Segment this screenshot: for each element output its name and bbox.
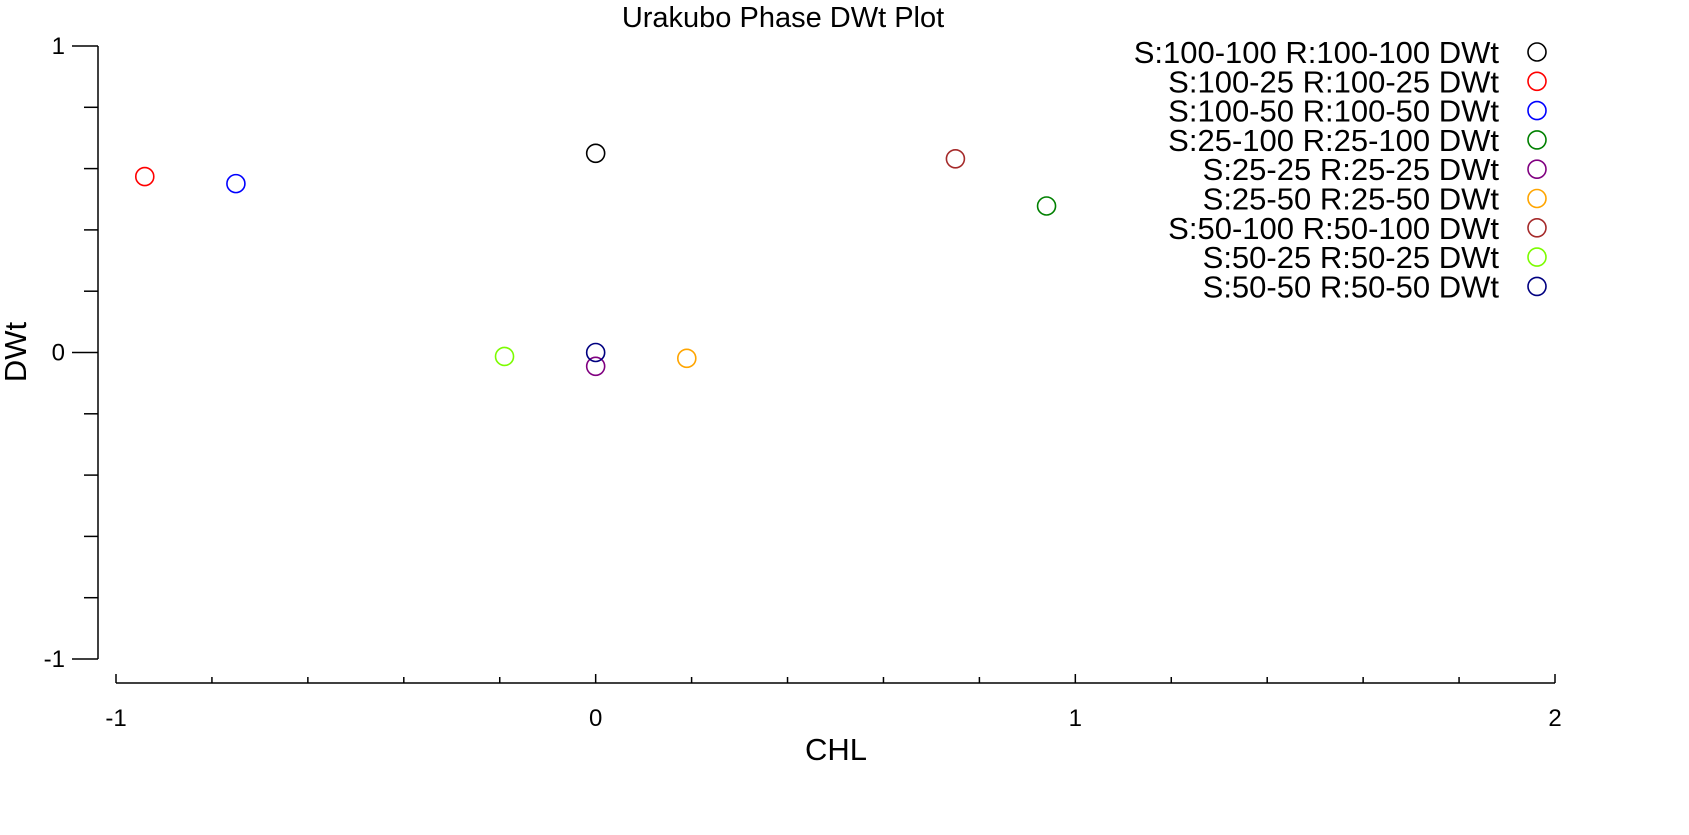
legend-marker xyxy=(1527,71,1547,92)
x-tick-label: 0 xyxy=(589,705,602,732)
data-points xyxy=(134,143,1057,377)
legend-marker xyxy=(1527,218,1547,238)
legend-marker xyxy=(1527,276,1547,297)
legend-label: S:50-100 R:50-100 DWt xyxy=(1168,211,1499,246)
data-point xyxy=(134,166,155,187)
data-point xyxy=(585,356,606,377)
legend-label: S:50-50 R:50-50 DWt xyxy=(1203,269,1500,304)
x-axis-label: CHL xyxy=(805,732,867,767)
y-tick-label: 0 xyxy=(52,340,65,367)
chart-title: Urakubo Phase DWt Plot xyxy=(622,2,944,34)
legend-marker xyxy=(1527,188,1547,209)
legend-label: S:100-25 R:100-25 DWt xyxy=(1168,64,1499,99)
data-point xyxy=(677,348,697,369)
x-tick-label: -1 xyxy=(105,705,126,732)
legend-marker xyxy=(1527,42,1547,62)
legend-label: S:25-100 R:25-100 DWt xyxy=(1168,123,1499,158)
data-point xyxy=(585,143,606,164)
legend-marker xyxy=(1527,159,1547,179)
x-tick-label: 2 xyxy=(1548,705,1561,732)
legend-marker xyxy=(1527,100,1547,121)
legend-marker xyxy=(1527,130,1547,150)
legend-label: S:100-100 R:100-100 DWt xyxy=(1134,35,1500,70)
data-point xyxy=(585,342,606,363)
legend-label: S:50-25 R:50-25 DWt xyxy=(1203,240,1500,275)
data-point xyxy=(945,148,966,169)
legend-label: S:25-50 R:25-50 DWt xyxy=(1203,182,1500,217)
y-tick-label: -1 xyxy=(44,646,65,673)
legend-marker xyxy=(1527,247,1547,267)
y-axis: 1 0 -1 xyxy=(44,33,99,673)
data-point xyxy=(494,346,515,367)
x-tick-label: 1 xyxy=(1069,705,1082,732)
x-axis: -1 0 1 2 xyxy=(105,674,1562,732)
data-point xyxy=(226,173,246,194)
y-tick-label: 1 xyxy=(52,33,65,60)
legend-label: S:25-25 R:25-25 DWt xyxy=(1203,152,1500,187)
data-point xyxy=(1036,196,1057,216)
legend-label: S:100-50 R:100-50 DWt xyxy=(1168,94,1499,129)
y-axis-label: DWt xyxy=(0,321,33,382)
